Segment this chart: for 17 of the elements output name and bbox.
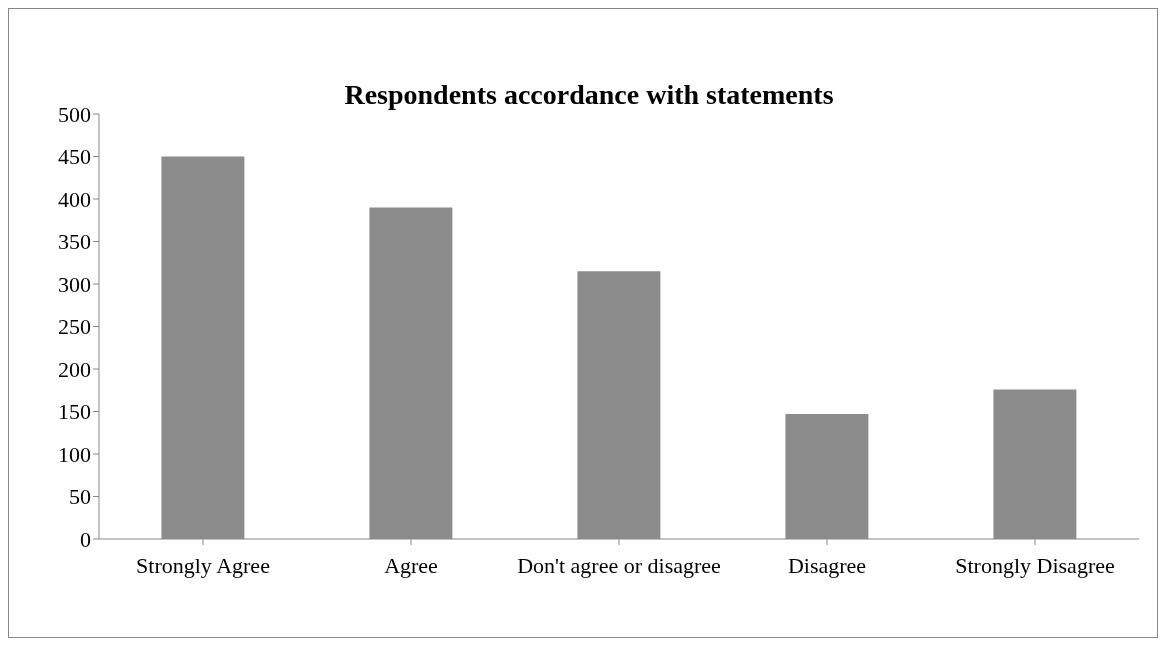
- y-tick-label: 50: [69, 484, 91, 510]
- y-tick-label: 0: [80, 526, 91, 552]
- y-tick-label: 100: [58, 441, 91, 467]
- x-tick-label: Disagree: [787, 552, 867, 578]
- chart-title: Respondents accordance with statements: [344, 79, 834, 110]
- y-tick-label: 300: [58, 271, 91, 297]
- y-tick-label: 350: [58, 229, 91, 255]
- y-tick-label: 450: [58, 144, 91, 170]
- y-tick-label: 150: [58, 399, 91, 425]
- x-tick-label: Don't agree or disagree: [517, 552, 721, 578]
- y-tick-label: 250: [58, 314, 91, 340]
- y-tick-label: 400: [58, 186, 91, 212]
- x-tick-label: Agree: [384, 552, 438, 578]
- y-tick-label: 200: [58, 356, 91, 382]
- x-tick-label: Strongly Agree: [136, 552, 270, 578]
- x-tick-label: Strongly Disagree: [955, 552, 1115, 578]
- y-tick-label: 500: [58, 101, 91, 127]
